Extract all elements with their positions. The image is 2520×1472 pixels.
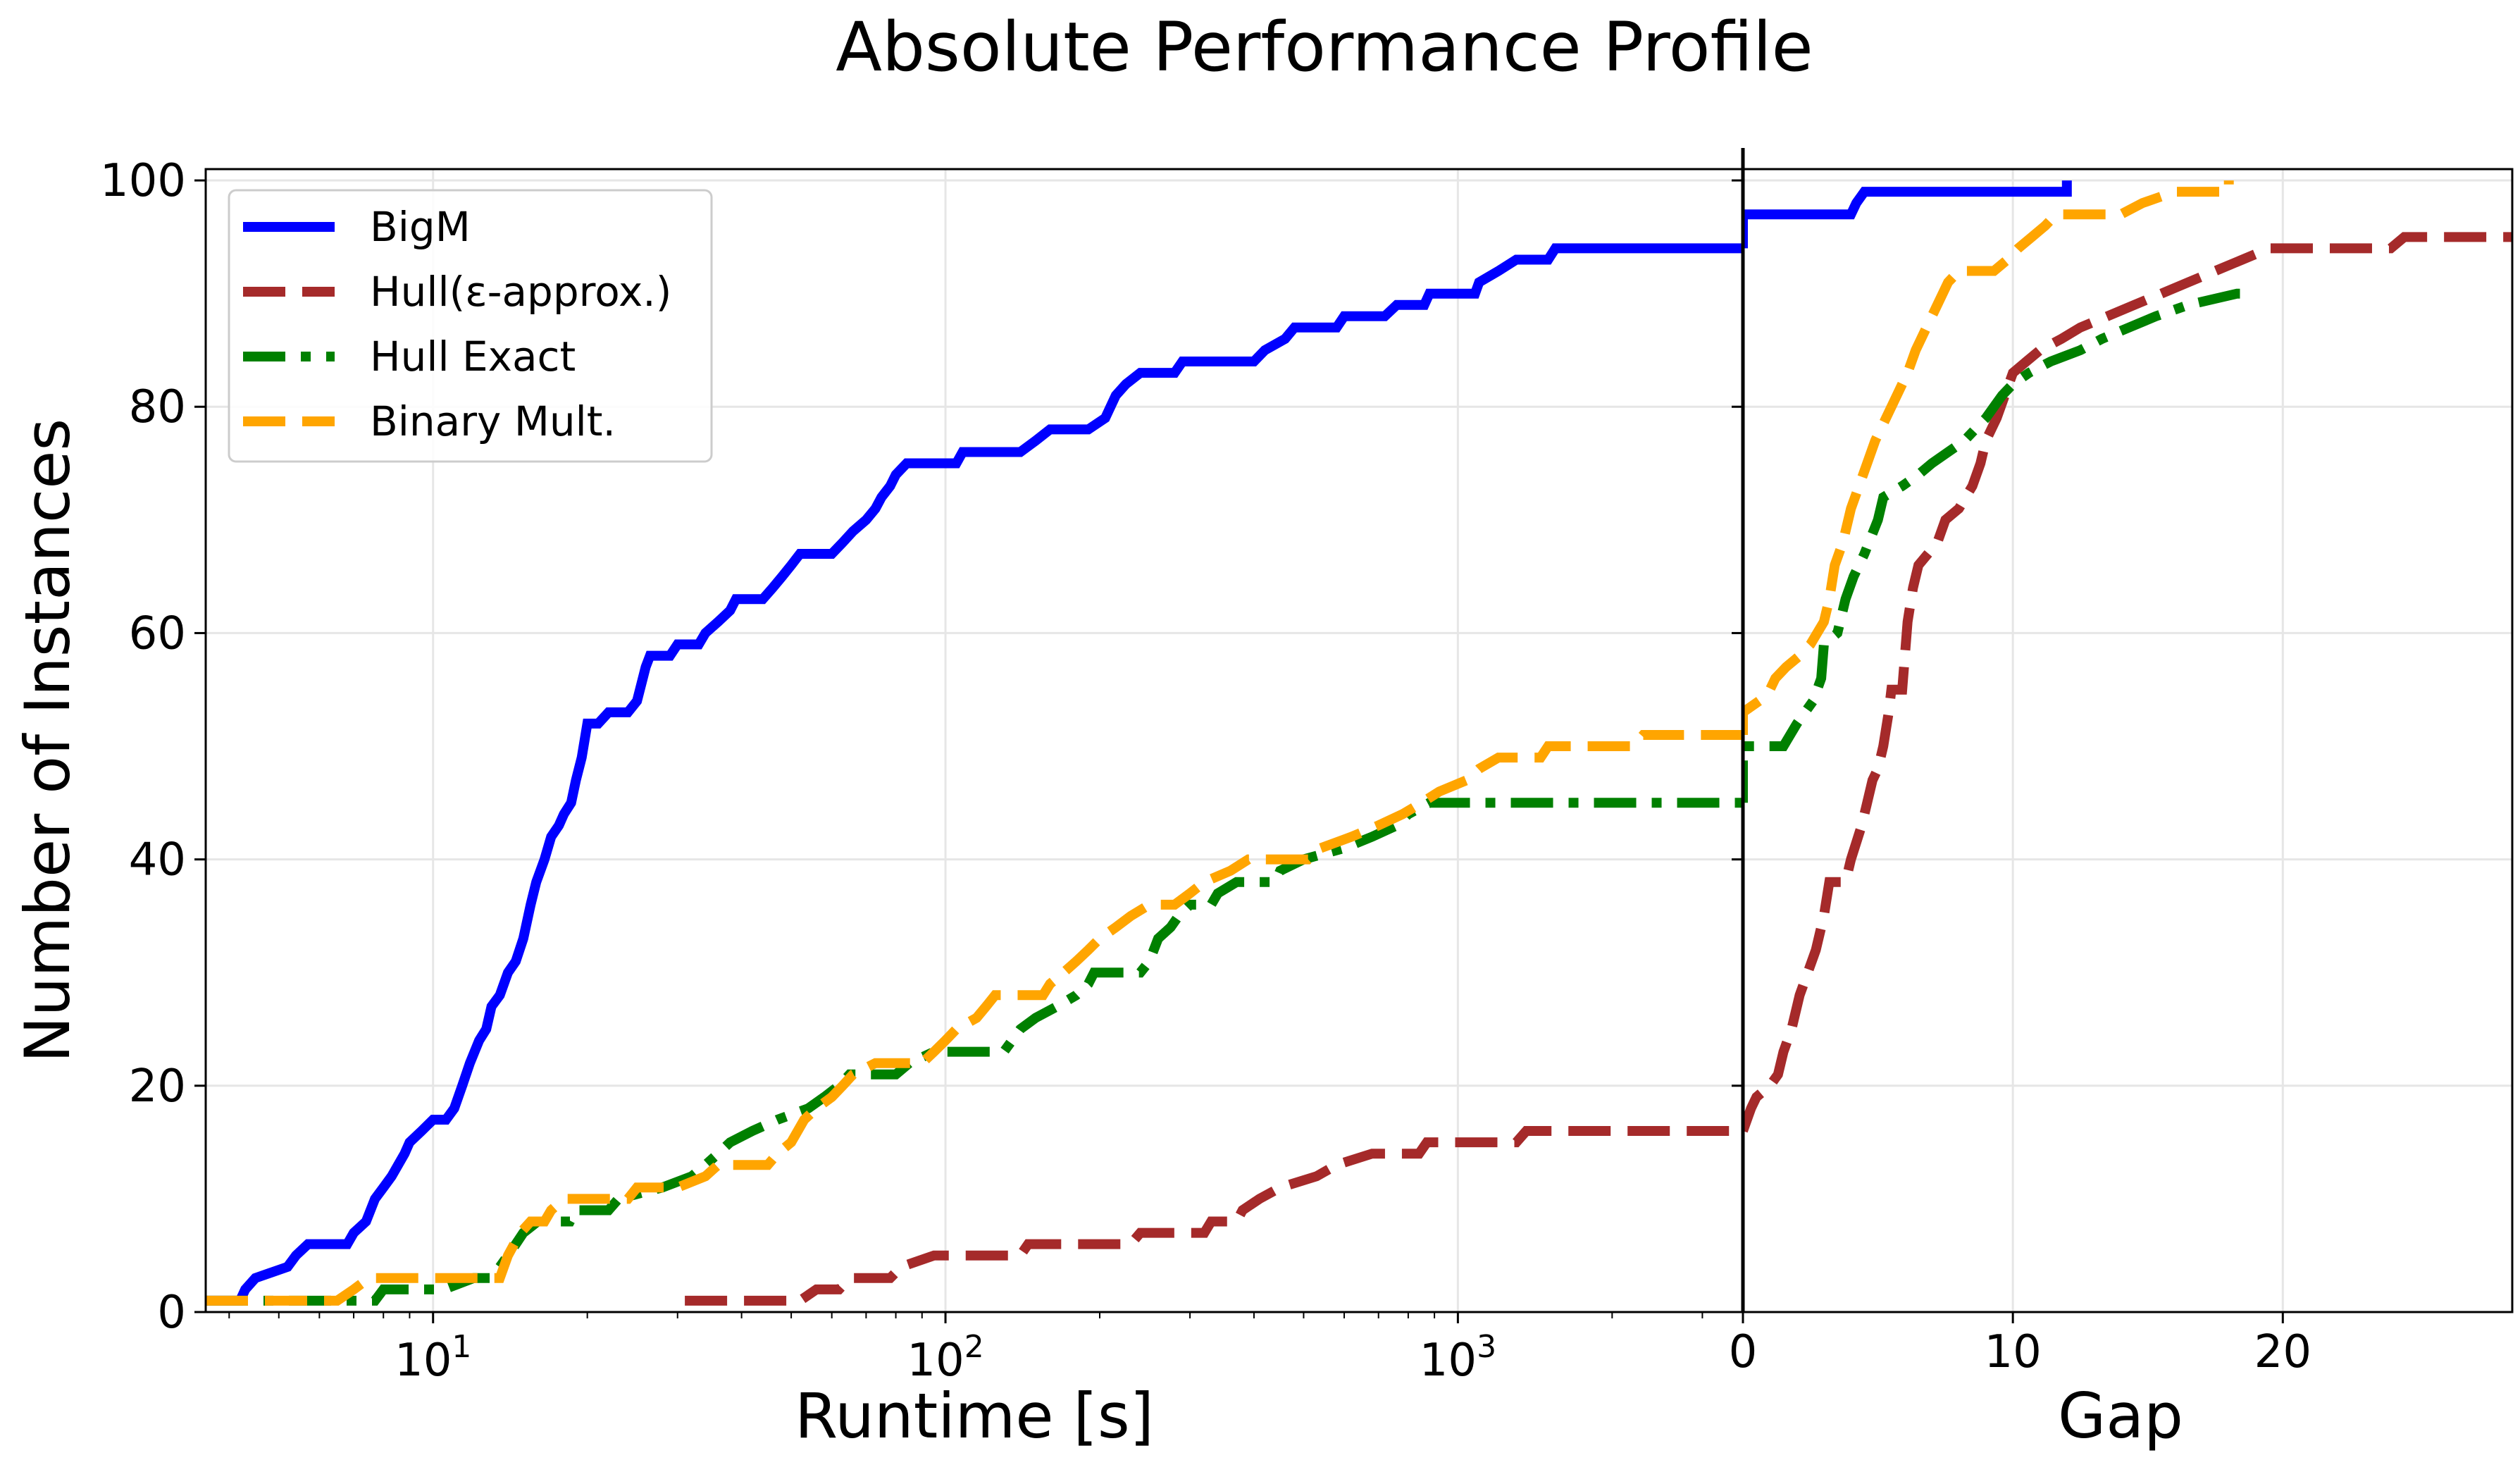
left-x-axis-label: Runtime [s] <box>795 1380 1154 1452</box>
series-line-gap <box>1743 180 2072 249</box>
legend-label: BigM <box>370 203 471 251</box>
series-line-runtime <box>206 798 1743 1306</box>
y-tick-label: 100 <box>100 155 186 207</box>
series-line-gap <box>1743 232 2512 1133</box>
series-line-gap <box>1743 180 2234 735</box>
legend-label: Hull(ε-approx.) <box>370 268 671 316</box>
y-axis-label: Number of Instances <box>11 419 84 1063</box>
legend-label: Binary Mult. <box>370 397 616 445</box>
series-line-runtime <box>685 1126 1743 1306</box>
x-tick-label: 0 <box>1729 1326 1758 1378</box>
series-line-gap <box>1743 288 2254 803</box>
series-line-runtime <box>206 243 1743 1306</box>
right-x-axis-label: Gap <box>2058 1380 2183 1452</box>
right-x-axis-ticks: 0 10 20 <box>1729 1312 2311 1378</box>
series-layer <box>206 180 2512 1306</box>
x-tick-label: 103 <box>1420 1329 1496 1387</box>
x-tick-label: 101 <box>395 1329 471 1387</box>
chart-title: Absolute Performance Profile <box>836 8 1813 87</box>
y-tick-label: 0 <box>157 1287 186 1339</box>
x-tick-label: 10 <box>1984 1326 2041 1378</box>
y-tick-label: 40 <box>129 834 186 886</box>
x-tick-label: 20 <box>2254 1326 2311 1378</box>
left-x-axis-ticks: 101 102 103 <box>228 1312 1703 1387</box>
y-axis-ticks: 0 20 40 60 80 100 <box>100 155 1743 1339</box>
y-tick-label: 20 <box>129 1060 186 1113</box>
legend-box <box>228 189 713 463</box>
y-tick-label: 80 <box>129 381 186 433</box>
x-tick-label: 102 <box>907 1329 983 1387</box>
legend-label: Hull Exact <box>370 333 576 381</box>
legend: BigM Hull(ε-approx.) Hull Exact Binary Mult… <box>228 189 713 463</box>
y-tick-label: 60 <box>129 607 186 660</box>
series-line-runtime <box>206 730 1743 1306</box>
